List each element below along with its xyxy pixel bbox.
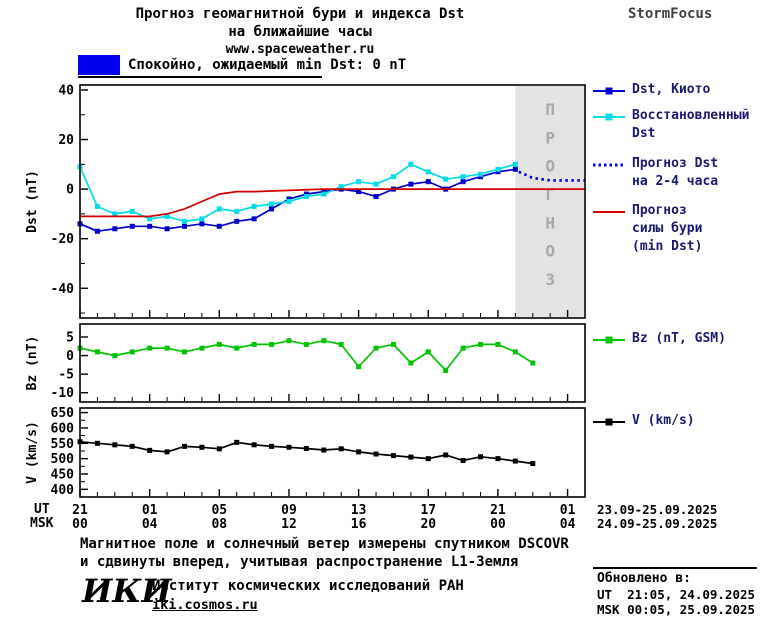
svg-text:40: 40: [58, 83, 74, 98]
dst-restored-marker-icon: [593, 113, 625, 121]
svg-text:500: 500: [51, 452, 75, 467]
bz-marker-icon: [593, 336, 625, 344]
legend-dst-forecast: Прогноз Dst на 2-4 часа: [592, 155, 718, 191]
svg-text:21: 21: [490, 503, 506, 518]
institute-link[interactable]: iki.cosmos.ru: [152, 597, 258, 613]
svg-text:04: 04: [142, 517, 158, 532]
legend-label: Прогноз Dst: [632, 156, 719, 171]
legend-dst-restored: Восстановленный Dst: [592, 107, 749, 143]
quiet-level-swatch: [78, 55, 120, 75]
updated-ut: UT 21:05, 24.09.2025: [597, 587, 756, 602]
svg-text:Н: Н: [545, 213, 555, 232]
updated-msk: MSK 00:05, 25.09.2025: [597, 602, 756, 617]
msk-row-label: MSK: [30, 516, 54, 531]
data-source-note-line1: Магнитное поле и солнечный ветер измерен…: [80, 536, 569, 552]
svg-text:08: 08: [211, 517, 227, 532]
svg-text:04: 04: [560, 517, 576, 532]
svg-text:09: 09: [281, 503, 297, 518]
svg-text:-20: -20: [51, 232, 75, 247]
svg-text:20: 20: [420, 517, 436, 532]
svg-text:21: 21: [72, 503, 88, 518]
dst-kyoto-marker-icon: [593, 87, 625, 95]
legend-bz: Bz (nT, GSM): [592, 330, 726, 348]
legend-label: (min Dst): [632, 239, 703, 254]
title-block: Прогноз геомагнитной бури и индекса Dst …: [20, 5, 580, 58]
svg-text:Dst (nT): Dst (nT): [25, 170, 40, 233]
updated-heading: Обновлено в:: [597, 571, 691, 586]
legend-label: силы бури: [632, 221, 703, 236]
legend-label: Bz (nT, GSM): [632, 331, 726, 346]
svg-text:О: О: [545, 157, 555, 176]
svg-text:-40: -40: [51, 282, 75, 297]
legend-label: Dst, Киото: [632, 82, 711, 97]
updated-divider: [593, 567, 757, 569]
svg-text:20: 20: [58, 133, 74, 148]
svg-text:0: 0: [66, 349, 74, 364]
status-banner-text: Спокойно, ожидаемый min Dst: 0 nT: [128, 57, 407, 73]
svg-text:5: 5: [66, 331, 74, 346]
svg-text:13: 13: [351, 503, 367, 518]
svg-text:01: 01: [560, 503, 576, 518]
legend-label: Прогноз: [632, 203, 687, 218]
msk-date-range: 24.09-25.09.2025: [597, 516, 718, 531]
banner-underline: [78, 76, 322, 78]
svg-text:00: 00: [72, 517, 88, 532]
svg-text:650: 650: [51, 406, 75, 421]
institute-name: Институт космических исследований РАН: [152, 578, 464, 594]
legend-label: Dst: [632, 126, 656, 141]
ut-date-range: 23.09-25.09.2025: [597, 502, 718, 517]
data-source-note-line2: и сдвинуты вперед, учитывая распростране…: [80, 554, 519, 570]
svg-text:З: З: [545, 270, 555, 289]
svg-text:-10: -10: [51, 386, 75, 401]
svg-text:400: 400: [51, 483, 75, 498]
svg-text:V (km/s): V (km/s): [25, 421, 40, 484]
svg-text:450: 450: [51, 467, 75, 482]
svg-text:П: П: [545, 100, 555, 119]
v-marker-icon: [593, 418, 625, 426]
legend-dst-kyoto: Dst, Киото: [592, 81, 710, 99]
legend-storm-forecast: Прогноз силы бури (min Dst): [592, 202, 702, 256]
svg-text:01: 01: [142, 503, 158, 518]
svg-text:05: 05: [211, 503, 227, 518]
svg-text:Р: Р: [545, 128, 555, 147]
svg-text:12: 12: [281, 517, 297, 532]
svg-text:17: 17: [420, 503, 436, 518]
dst-forecast-marker-icon: [593, 163, 625, 167]
svg-text:О: О: [545, 242, 555, 261]
page-title: Прогноз геомагнитной бури и индекса Dst: [135, 6, 465, 22]
svg-text:600: 600: [51, 421, 75, 436]
status-banner: Спокойно, ожидаемый min Dst: 0 nT: [78, 55, 406, 75]
legend-label: на 2-4 часа: [632, 174, 719, 189]
iki-logo: ИКИ: [82, 572, 172, 610]
svg-text:16: 16: [351, 517, 367, 532]
legend-label: Восстановленный: [632, 108, 750, 123]
svg-text:0: 0: [66, 183, 74, 198]
legend-label: V (km/s): [632, 413, 695, 428]
ut-row-label: UT: [34, 502, 50, 517]
spaceweather-link[interactable]: www.spaceweather.ru: [225, 42, 375, 57]
svg-text:00: 00: [490, 517, 506, 532]
svg-text:Bz (nT): Bz (nT): [25, 336, 40, 391]
storm-forecast-marker-icon: [593, 211, 625, 213]
page-subtitle: на ближайшие часы: [228, 24, 372, 40]
svg-text:Г: Г: [545, 185, 555, 204]
brand-label: StormFocus: [628, 6, 713, 22]
svg-text:-5: -5: [58, 368, 74, 383]
legend-v: V (km/s): [592, 412, 695, 430]
svg-text:550: 550: [51, 437, 75, 452]
